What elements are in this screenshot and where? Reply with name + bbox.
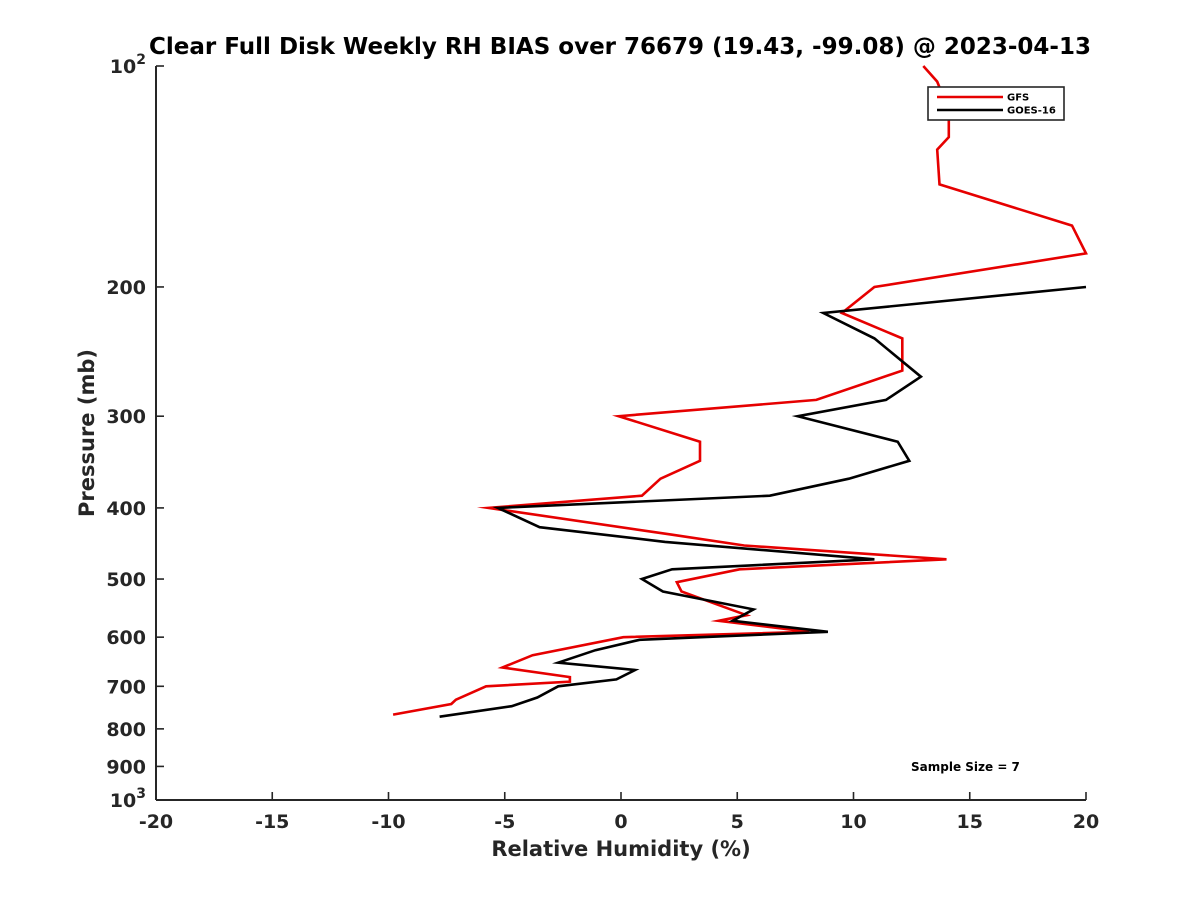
x-tick-label: -10 (371, 811, 405, 833)
y-tick-label: 400 (106, 498, 146, 520)
y-tick-label: 102 (110, 52, 146, 78)
chart-title: Clear Full Disk Weekly RH BIAS over 7667… (149, 34, 1091, 60)
legend-box (927, 86, 1065, 121)
y-tick-label: 103 (110, 786, 146, 812)
legend: GFS GOES-16 (927, 86, 1065, 121)
sample-size-annotation: Sample Size = 7 (911, 760, 1020, 774)
y-tick-label: 600 (106, 627, 146, 649)
x-tick-label: 5 (731, 811, 744, 833)
series-line-goes16 (439, 285, 1087, 718)
x-tick-label: -5 (494, 811, 515, 833)
x-tick-label: -20 (139, 811, 173, 833)
series-line-gfs (392, 65, 1088, 716)
legend-label-gfs: GFS (1007, 93, 1029, 104)
y-tick-label: 700 (106, 676, 146, 698)
y-tick-label: 200 (106, 277, 146, 299)
x-tick-label: -15 (255, 811, 289, 833)
series-layer (392, 65, 1088, 718)
x-axis-ticks: -20 -15 -10 -5 0 5 10 15 20 (139, 792, 1099, 833)
x-tick-label: 20 (1073, 811, 1099, 833)
x-tick-label: 0 (614, 811, 627, 833)
x-axis-label: Relative Humidity (%) (491, 837, 750, 861)
y-tick-label: 500 (106, 569, 146, 591)
legend-label-goes16: GOES-16 (1007, 106, 1056, 117)
x-tick-label: 10 (840, 811, 866, 833)
y-axis-label: Pressure (mb) (75, 349, 99, 517)
y-tick-label: 900 (106, 756, 146, 778)
y-tick-label: 300 (106, 406, 146, 428)
y-axis-ticks: 102 200 300 400 500 600 700 800 900 103 (106, 52, 164, 812)
y-tick-label: 800 (106, 719, 146, 741)
x-tick-label: 15 (957, 811, 983, 833)
